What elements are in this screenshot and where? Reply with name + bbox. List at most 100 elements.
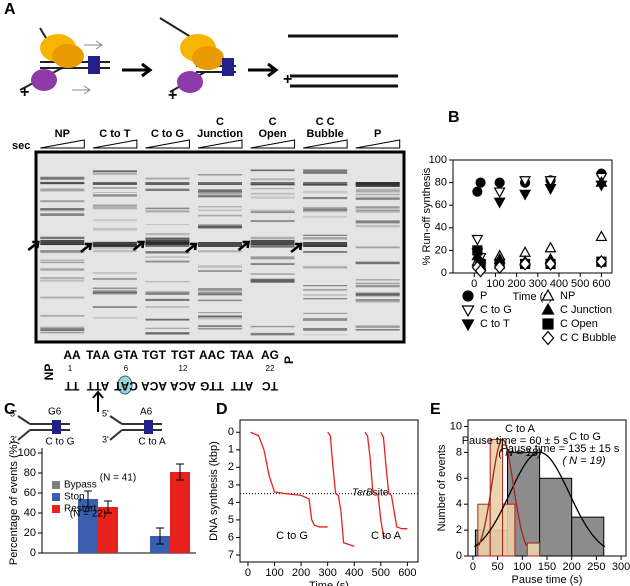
legend-label: C Open: [560, 318, 598, 330]
lane-label: P: [374, 128, 381, 140]
marker: [544, 257, 557, 271]
annotation: (N = 41): [100, 473, 136, 484]
time-wedge: [250, 139, 296, 149]
bar: [98, 507, 118, 553]
lane-label: C C: [316, 116, 335, 128]
y-tick-label: 100: [429, 154, 447, 166]
legend-marker: [461, 305, 475, 318]
position: 1: [68, 364, 73, 373]
y-tick-label: 6: [228, 531, 234, 543]
x-tick-label: 400: [345, 567, 363, 579]
y-axis-label: Percentage of events (%): [8, 441, 20, 565]
marker: [493, 260, 506, 275]
x-tick-label: 150: [538, 561, 556, 573]
bottom-strand: ACA: [170, 379, 196, 393]
x-tick-label: 200: [507, 278, 525, 290]
x-tick-label: 200: [292, 567, 310, 579]
x-tick-label: 500: [372, 567, 390, 579]
marker: [472, 245, 483, 256]
legend-marker: [461, 319, 475, 332]
y-tick-label: 100: [18, 447, 36, 459]
legend-label: NP: [560, 290, 575, 302]
gel-band: [250, 182, 295, 185]
hist-bar: [539, 477, 573, 557]
x-tick-label: 600: [592, 278, 610, 290]
bottom-strand: ATT: [86, 379, 109, 393]
pause-arrow: [27, 240, 40, 251]
time-label: sec: [12, 140, 30, 152]
top-strand: TGT: [171, 348, 196, 362]
x-tick-label: 300: [612, 561, 630, 573]
y-tick-label: 20: [435, 244, 447, 256]
gel-band: [198, 242, 242, 247]
bar: [170, 472, 190, 553]
series-label: C to A: [505, 423, 536, 435]
legend-label: Restart: [64, 504, 96, 515]
gel-band: [40, 240, 85, 245]
gel-band: [303, 182, 348, 185]
marker: [519, 257, 531, 271]
bar: [130, 552, 150, 553]
pause-arrow: [237, 240, 251, 251]
time-wedge: [355, 139, 401, 149]
marker: [544, 176, 557, 187]
panel-label: E: [430, 401, 441, 418]
legend-label: C to T: [480, 318, 510, 330]
fit-note: ( N = 19): [562, 455, 605, 467]
gel-band: [92, 182, 137, 185]
schematic: + + +: [19, 17, 398, 104]
y-tick-label: 7: [228, 549, 234, 561]
marker: [519, 246, 532, 257]
x-tick-label: 600: [398, 567, 416, 579]
bottom-strand: CAT: [113, 379, 137, 393]
trace: [250, 431, 328, 528]
panel-label: D: [216, 401, 228, 418]
trace: [380, 431, 408, 530]
gel-bands: [40, 169, 400, 336]
bottom-strand: ACA: [141, 379, 167, 393]
inset-label: 5': [10, 408, 17, 418]
hist-bar: [502, 503, 516, 557]
strand-right: P: [282, 356, 296, 364]
x-tick-label: 100: [513, 561, 531, 573]
lane-label: Bubble: [307, 128, 344, 140]
marker: [595, 230, 608, 242]
y-tick-label: 0: [30, 547, 36, 559]
svg-text:+: +: [20, 84, 29, 101]
hist-bar: [571, 516, 605, 557]
y-tick-label: 20: [24, 527, 36, 539]
fit-note: Pause time = 135 ± 15 s: [501, 443, 620, 455]
y-tick-label: 2: [456, 524, 462, 536]
y-tick-label: 1: [228, 444, 234, 456]
lane-label: C: [216, 116, 224, 128]
pause-arrow: [80, 242, 93, 253]
bottom-strand: ATT: [230, 379, 253, 393]
error-bar: [156, 527, 164, 545]
legend-label: C C Bubble: [560, 332, 616, 344]
y-tick-label: 3: [228, 479, 234, 491]
marker: [519, 176, 532, 187]
inset-label: 5': [102, 408, 109, 418]
top-strand: AA: [63, 348, 81, 362]
inset-label: 3': [10, 434, 17, 444]
gel-band: [198, 182, 242, 185]
y-tick-label: 4: [456, 498, 462, 510]
legend-label: Stop: [64, 492, 85, 503]
plot-frame: [452, 159, 613, 274]
y-axis-label: DNA synthesis (kbp): [208, 441, 220, 541]
y-tick-label: 60: [435, 199, 447, 211]
x-tick-label: 400: [550, 278, 568, 290]
x-tick-label: 0: [471, 278, 477, 290]
y-tick-label: 4: [228, 496, 234, 508]
plot-frame: [239, 419, 419, 563]
error-bar: [84, 490, 92, 508]
top-strand: TAA: [86, 348, 110, 362]
y-tick-label: 0: [456, 550, 462, 562]
pause-arrow: [290, 242, 303, 253]
strand-left: NP: [42, 364, 56, 381]
legend-label: C to G: [480, 304, 512, 316]
time-wedge: [40, 139, 85, 149]
pause-arrow: [185, 242, 198, 253]
